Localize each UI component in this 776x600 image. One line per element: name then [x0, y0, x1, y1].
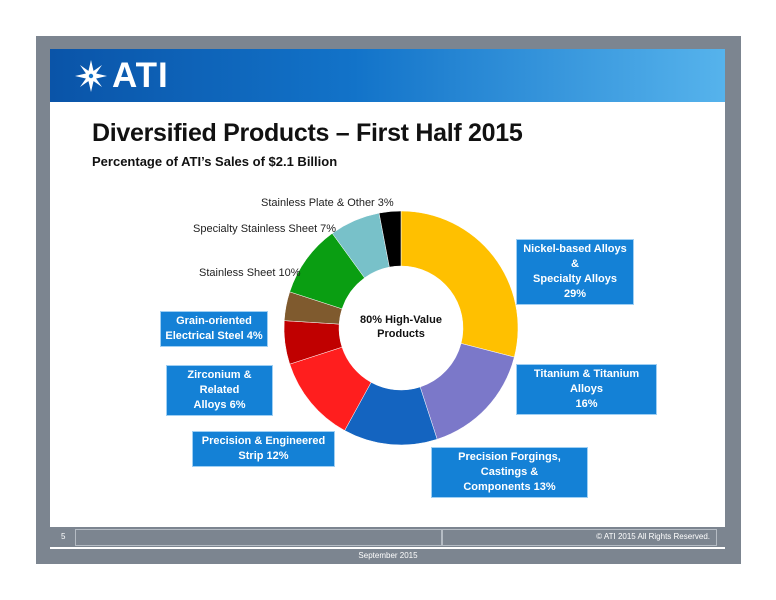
donut-slice-0	[400, 210, 519, 358]
date-text: September 2015	[358, 551, 418, 560]
slide-subtitle: Percentage of ATI’s Sales of $2.1 Billio…	[92, 154, 338, 169]
footer-box-left	[75, 529, 442, 546]
donut-slice-1	[419, 343, 515, 440]
slice-label-precision-forgings: Precision Forgings, Castings & Component…	[431, 447, 588, 498]
slice-label-specialty-stainless: Specialty Stainless Sheet 7%	[193, 223, 337, 235]
logo-text: ATI	[112, 56, 169, 95]
slice-label-titanium: Titanium & Titanium Alloys 16%	[516, 364, 657, 415]
slice-label-nickel-alloys: Nickel-based Alloys & Specialty Alloys 2…	[516, 239, 634, 305]
ati-logo: ATI	[74, 58, 169, 94]
copyright-text: © ATI 2015 All Rights Reserved.	[596, 532, 710, 541]
slice-label-precision-strip: Precision & Engineered Strip 12%	[192, 431, 335, 467]
donut-slice-8	[378, 210, 402, 268]
center-label-line-1: 80% High-Value	[360, 314, 442, 326]
page-number: 5	[61, 532, 66, 541]
star-icon	[75, 60, 107, 92]
slice-label-stainless-plate: Stainless Plate & Other 3%	[261, 197, 394, 209]
center-label-line-2: Products	[377, 328, 425, 340]
slide-title: Diversified Products – First Half 2015	[92, 119, 523, 147]
footer-bar	[50, 527, 725, 547]
center-label: 80% High-Value Products	[356, 313, 446, 341]
slice-label-grain-oriented: Grain-oriented Electrical Steel 4%	[160, 311, 268, 347]
slice-label-zirconium: Zirconium & Related Alloys 6%	[166, 365, 273, 416]
footer-box-right	[442, 529, 717, 546]
slice-label-stainless-sheet: Stainless Sheet 10%	[199, 267, 301, 279]
header-band	[50, 49, 725, 102]
